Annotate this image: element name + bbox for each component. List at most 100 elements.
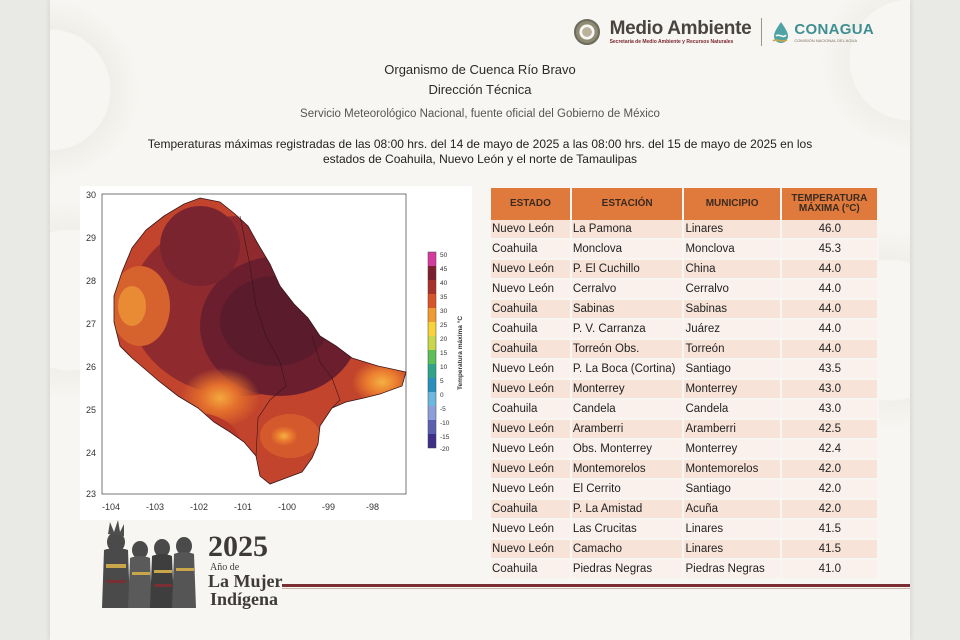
cell-municipio: Candela — [683, 399, 782, 420]
cell-municipio: Santiago — [683, 479, 782, 500]
cell-estado: Nuevo León — [491, 479, 572, 500]
table-row: Nuevo León P. El Cuchillo China 44.0 — [491, 259, 880, 280]
cell-municipio: Monclova — [683, 239, 782, 260]
cell-estacion: P. La Boca (Cortina) — [570, 359, 685, 380]
cell-estado: Nuevo León — [491, 439, 572, 460]
column-header-municipio: MUNICIPIO — [683, 188, 782, 220]
cell-temperatura: 42.0 — [780, 499, 880, 520]
cell-municipio: Cerralvo — [683, 279, 782, 300]
medio-ambiente-subtitle: Secretaría de Medio Ambiente y Recursos … — [609, 39, 734, 45]
table-row: Nuevo León Camacho Linares 41.5 — [491, 539, 880, 560]
map-x-tick: -99 — [322, 502, 335, 512]
temperature-map: 30 29 28 27 26 25 24 23 -104 -103 -102 -… — [80, 186, 472, 520]
conagua-title: CONAGUA — [794, 20, 874, 38]
cell-estacion: Cerralvo — [570, 279, 685, 300]
cell-temperatura: 41.5 — [780, 519, 880, 540]
colorbar-label: Temperatura máxima °C — [456, 316, 464, 390]
nuevoleon-tamaulipas-border — [311, 335, 341, 409]
cell-estacion: Montemorelos — [570, 459, 685, 480]
year-2025: 2025 — [208, 530, 268, 563]
cell-temperatura: 43.5 — [780, 359, 880, 380]
cell-estado: Nuevo León — [491, 359, 572, 380]
colorbar-tick: -15 — [440, 434, 450, 441]
medio-ambiente-logo: Medio Ambiente Secretaría de Medio Ambie… — [609, 18, 752, 46]
cell-estado: Nuevo León — [491, 459, 572, 480]
map-y-tick: 28 — [86, 276, 96, 286]
cell-estacion: La Pamona — [570, 220, 685, 240]
cell-estacion: Monterrey — [570, 379, 685, 400]
colorbar-tick: -20 — [440, 446, 450, 453]
map-x-tick: -104 — [102, 502, 120, 512]
cell-estacion: Monclova — [570, 239, 685, 260]
map-y-axis: 30 29 28 27 26 25 24 23 — [86, 190, 96, 499]
colorbar-tick: 45 — [440, 266, 448, 273]
table-row: Coahuila Monclova Monclova 45.3 — [491, 239, 880, 260]
cell-temperatura: 44.0 — [780, 299, 880, 320]
cell-estado: Coahuila — [491, 339, 572, 360]
cell-estado: Coahuila — [491, 499, 572, 520]
colorbar-tick: 15 — [440, 350, 448, 357]
servicio-meteorologico-text: Servicio Meteorológico Nacional, fuente … — [300, 108, 660, 120]
cell-estacion: Aramberri — [570, 419, 685, 440]
map-y-tick: 24 — [86, 448, 96, 458]
cell-temperatura: 42.0 — [780, 459, 880, 480]
cell-estado: Coahuila — [491, 239, 572, 260]
cell-estacion: Sabinas — [570, 299, 685, 320]
map-x-tick: -101 — [234, 502, 252, 512]
cell-estado: Coahuila — [491, 399, 572, 420]
cell-temperatura: 45.3 — [780, 239, 880, 260]
colorbar-tick: 40 — [440, 280, 448, 287]
map-y-tick: 23 — [86, 489, 96, 499]
cell-temperatura: 44.0 — [780, 279, 880, 300]
header-logos: Medio Ambiente Secretaría de Medio Ambie… — [573, 14, 874, 50]
map-x-tick: -98 — [366, 502, 379, 512]
table-row: Coahuila P. La Amistad Acuña 42.0 — [491, 499, 880, 520]
colorbar-tick: 5 — [440, 378, 444, 385]
cell-estado: Nuevo León — [491, 519, 572, 540]
medio-ambiente-title: Medio Ambiente — [609, 18, 752, 39]
footer-rule-thin — [282, 588, 910, 589]
organismo-title: Organismo de Cuenca Río Bravo — [384, 62, 576, 77]
cell-estacion: Obs. Monterrey — [570, 439, 685, 460]
cell-temperatura: 44.0 — [780, 339, 880, 360]
cell-municipio: Torreón — [683, 339, 782, 360]
coahuila-nuevoleon-border — [239, 215, 287, 457]
government-seal-icon — [573, 19, 600, 45]
cell-municipio: Linares — [683, 539, 782, 560]
cell-estacion: Las Crucitas — [570, 519, 685, 540]
la-mujer-label: La Mujer — [208, 571, 283, 591]
cell-estado: Nuevo León — [491, 259, 572, 280]
region-border — [113, 197, 407, 485]
table-row: Coahuila Sabinas Sabinas 44.0 — [491, 299, 880, 320]
cell-municipio: Santiago — [683, 359, 782, 380]
cell-estado: Nuevo León — [491, 379, 572, 400]
map-y-tick: 30 — [86, 190, 96, 200]
map-x-tick: -103 — [146, 502, 164, 512]
cell-estacion: P. El Cuchillo — [570, 259, 685, 280]
table-row: Coahuila Torreón Obs. Torreón 44.0 — [491, 339, 880, 360]
cell-municipio: Linares — [683, 220, 782, 240]
table-row: Nuevo León El Cerrito Santiago 42.0 — [491, 479, 880, 500]
table-row: Coahuila Candela Candela 43.0 — [491, 399, 880, 420]
direccion-title: Dirección Técnica — [428, 82, 532, 97]
logo-divider — [761, 18, 763, 46]
map-y-tick: 27 — [86, 319, 96, 329]
map-y-tick: 29 — [86, 233, 96, 243]
column-header-estacion: ESTACIÓN — [570, 188, 685, 220]
cell-temperatura: 42.5 — [780, 419, 880, 440]
column-header-temperatura: TEMPERATURA MÁXIMA (°C) — [780, 188, 880, 220]
cell-estado: Nuevo León — [491, 419, 572, 440]
table-row: Nuevo León La Pamona Linares 46.0 — [491, 220, 880, 240]
cell-temperatura: 42.0 — [780, 479, 880, 500]
conagua-logo: CONAGUA COMISIÓN NACIONAL DEL AGUA — [772, 21, 874, 43]
table-body: Nuevo León La Pamona Linares 46.0 Coahuila Mo… — [491, 220, 880, 580]
colorbar-tick: 10 — [440, 364, 448, 371]
column-header-estado: ESTADO — [491, 188, 572, 220]
cell-municipio: Sabinas — [683, 299, 782, 320]
table-header-row: ESTADO ESTACIÓN MUNICIPIO TEMPERATURA MÁ… — [491, 188, 880, 220]
cell-municipio: Juárez — [683, 319, 782, 340]
colorbar-tick: 25 — [440, 322, 448, 329]
table-row: Coahuila P. V. Carranza Juárez 44.0 — [491, 319, 880, 340]
ano-de-label: Año de — [210, 562, 240, 573]
colorbar-tick: 0 — [440, 392, 444, 399]
